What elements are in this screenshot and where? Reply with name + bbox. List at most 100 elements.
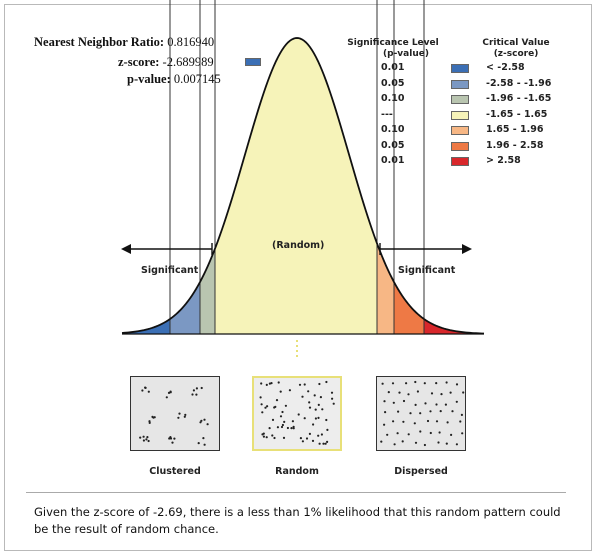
legend-crit-header-line1: Critical Value xyxy=(482,38,550,48)
point-dot xyxy=(445,442,448,445)
point-dot xyxy=(397,410,400,413)
point-dot xyxy=(292,425,295,428)
point-dot xyxy=(277,381,280,384)
point-dot xyxy=(297,413,300,416)
z-score-marker-swatch xyxy=(245,58,261,66)
point-dot xyxy=(405,382,408,385)
point-dot xyxy=(416,390,419,393)
point-dot xyxy=(423,382,426,385)
point-dot xyxy=(288,389,291,392)
right-significant-label: Significant xyxy=(398,265,456,276)
point-dot xyxy=(148,420,151,423)
point-dot xyxy=(191,393,194,396)
point-dot xyxy=(386,433,389,436)
point-dot xyxy=(192,389,195,392)
point-dot xyxy=(324,442,327,445)
legend-z-range: 1.65 - 1.96 xyxy=(486,124,544,135)
legend-color-swatch xyxy=(451,79,469,89)
point-dot xyxy=(178,412,181,415)
dispersed-dots xyxy=(380,380,465,447)
point-dot xyxy=(301,440,304,443)
point-dot xyxy=(325,380,328,384)
point-dot xyxy=(200,386,203,390)
point-dot xyxy=(460,413,463,416)
random-center-label: (Random) xyxy=(272,240,325,251)
point-dot xyxy=(435,403,438,406)
point-dot xyxy=(423,443,426,447)
point-dot xyxy=(298,383,302,386)
point-dot xyxy=(445,381,448,384)
clustered-pattern-box xyxy=(130,376,220,451)
point-dot xyxy=(142,435,145,438)
point-dot xyxy=(169,391,172,394)
point-dot xyxy=(305,437,309,440)
point-dot xyxy=(261,433,264,436)
point-dot xyxy=(383,400,386,403)
point-dot xyxy=(381,382,384,385)
point-dot xyxy=(308,406,312,409)
p-value-value: 0.007145 xyxy=(173,72,221,86)
point-dot xyxy=(280,425,284,429)
point-dot xyxy=(419,412,422,415)
random-label: Random xyxy=(275,466,319,477)
point-dot xyxy=(332,402,335,405)
caption-separator xyxy=(26,492,566,493)
point-dot xyxy=(314,417,317,420)
right-arrowhead xyxy=(462,244,472,254)
normal-curve-diagram xyxy=(121,0,485,360)
legend-color-swatch xyxy=(451,126,469,135)
point-dot xyxy=(402,399,406,403)
point-dot xyxy=(262,435,265,438)
point-dot xyxy=(195,393,198,396)
point-dot xyxy=(264,406,267,409)
point-dot xyxy=(268,427,271,430)
point-dot xyxy=(260,403,263,406)
point-dot xyxy=(435,382,438,385)
point-dot xyxy=(413,422,416,425)
point-dot xyxy=(455,443,458,446)
dispersed-label: Dispersed xyxy=(394,466,448,477)
point-dot xyxy=(199,421,202,424)
point-dot xyxy=(455,383,459,386)
point-dot xyxy=(325,418,328,422)
point-dot xyxy=(414,380,417,384)
point-dot xyxy=(326,440,329,443)
point-dot xyxy=(387,391,390,394)
legend-p-value: --- xyxy=(381,108,393,120)
point-dot xyxy=(318,442,321,445)
point-dot xyxy=(450,433,453,436)
point-dot xyxy=(299,437,302,440)
legend-p-value: 0.10 xyxy=(381,93,405,104)
point-dot xyxy=(380,440,383,443)
random-dots xyxy=(259,380,335,445)
point-dot xyxy=(203,418,206,421)
point-dot xyxy=(271,418,275,421)
point-dot xyxy=(435,420,439,423)
point-dot xyxy=(303,417,306,420)
point-dot xyxy=(281,423,284,427)
point-dot xyxy=(171,441,174,444)
point-dot xyxy=(430,392,434,395)
legend-sig-header: Significance Level (p-value) xyxy=(343,38,443,60)
point-dot xyxy=(308,401,311,404)
point-dot xyxy=(429,410,432,413)
legend-p-value: 0.01 xyxy=(381,62,405,73)
point-dot xyxy=(451,410,454,413)
point-dot xyxy=(409,412,412,415)
point-dot xyxy=(320,433,323,436)
point-dot xyxy=(282,436,286,439)
point-dot xyxy=(148,421,151,424)
point-dot xyxy=(414,403,417,406)
region-z-196-165 xyxy=(200,38,215,335)
point-dot xyxy=(146,436,149,439)
point-dot xyxy=(424,402,427,405)
point-dot xyxy=(144,386,147,389)
legend-z-range: 1.96 - 2.58 xyxy=(486,139,544,151)
point-dot xyxy=(260,382,263,385)
point-dot xyxy=(286,426,289,430)
point-dot xyxy=(384,411,387,414)
point-dot xyxy=(440,393,443,396)
point-dot xyxy=(449,391,452,394)
point-dot xyxy=(283,420,286,423)
point-dot xyxy=(139,436,142,439)
